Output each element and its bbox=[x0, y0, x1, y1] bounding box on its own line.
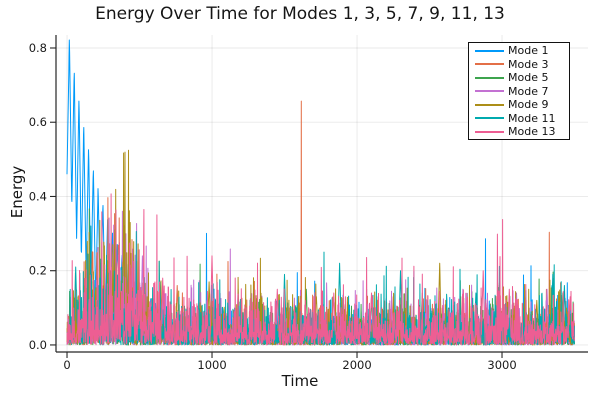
legend-label: Mode 5 bbox=[508, 71, 549, 84]
legend-label: Mode 7 bbox=[508, 84, 549, 98]
y-tick-label: 0.6 bbox=[29, 115, 47, 129]
series-line-mode-13 bbox=[66, 193, 575, 346]
legend-swatch-mode-5 bbox=[475, 76, 504, 79]
y-tick-label: 0.4 bbox=[29, 189, 47, 203]
x-tick-label: 3000 bbox=[487, 358, 516, 372]
legend-label: Mode 11 bbox=[508, 111, 556, 125]
legend-swatch-mode-3 bbox=[475, 63, 504, 65]
legend-swatch-mode-9 bbox=[475, 103, 504, 106]
legend-label: Mode 9 bbox=[508, 98, 549, 111]
x-axis-label: Time bbox=[281, 372, 319, 390]
legend-item-mode-3: Mode 3 bbox=[469, 58, 569, 70]
legend-swatch-mode-7 bbox=[475, 90, 504, 92]
y-tick-label: 0.2 bbox=[29, 264, 47, 278]
x-tick-label: 0 bbox=[63, 358, 70, 372]
legend-label: Mode 13 bbox=[508, 125, 556, 138]
legend-swatch-mode-13 bbox=[475, 130, 504, 133]
series-group bbox=[66, 39, 575, 346]
legend-item-mode-7: Mode 7 bbox=[469, 85, 569, 97]
legend-item-mode-11: Mode 11 bbox=[469, 112, 569, 124]
legend-label: Mode 1 bbox=[508, 44, 549, 57]
legend-item-mode-13: Mode 13 bbox=[469, 126, 569, 138]
legend-item-mode-5: Mode 5 bbox=[469, 72, 569, 84]
legend-label: Mode 3 bbox=[508, 57, 549, 71]
legend-item-mode-9: Mode 9 bbox=[469, 99, 569, 111]
x-tick-label: 1000 bbox=[197, 358, 226, 372]
legend: Mode 1 Mode 3 Mode 5 Mode 7 Mode 9 Mode 11 Mod… bbox=[468, 42, 570, 140]
y-tick-label: 0.0 bbox=[29, 338, 47, 352]
legend-item-mode-1: Mode 1 bbox=[469, 45, 569, 57]
chart-title: Energy Over Time for Modes 1, 3, 5, 7, 9… bbox=[95, 4, 505, 24]
y-tick-label: 0.8 bbox=[29, 41, 47, 55]
legend-swatch-mode-1 bbox=[475, 49, 504, 52]
x-tick-label: 2000 bbox=[342, 358, 371, 372]
legend-swatch-mode-11 bbox=[475, 117, 504, 119]
